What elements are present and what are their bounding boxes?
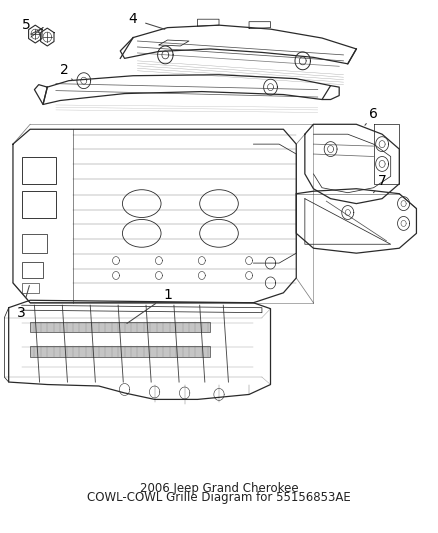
Bar bbox=[30, 346, 210, 357]
Bar bbox=[21, 235, 47, 253]
Text: 2006 Jeep Grand Cherokee: 2006 Jeep Grand Cherokee bbox=[140, 482, 298, 495]
Text: 2: 2 bbox=[60, 63, 73, 80]
Text: 5: 5 bbox=[21, 18, 41, 34]
Bar bbox=[21, 157, 56, 184]
Bar bbox=[30, 321, 210, 333]
Text: 1: 1 bbox=[127, 288, 172, 324]
Text: 3: 3 bbox=[17, 286, 29, 320]
Bar bbox=[21, 262, 43, 278]
Text: 7: 7 bbox=[374, 174, 386, 193]
Bar bbox=[21, 283, 39, 293]
Text: 6: 6 bbox=[365, 107, 378, 125]
Bar bbox=[21, 191, 56, 219]
Text: COWL-COWL Grille Diagram for 55156853AE: COWL-COWL Grille Diagram for 55156853AE bbox=[87, 490, 351, 504]
Text: 4: 4 bbox=[129, 12, 165, 29]
